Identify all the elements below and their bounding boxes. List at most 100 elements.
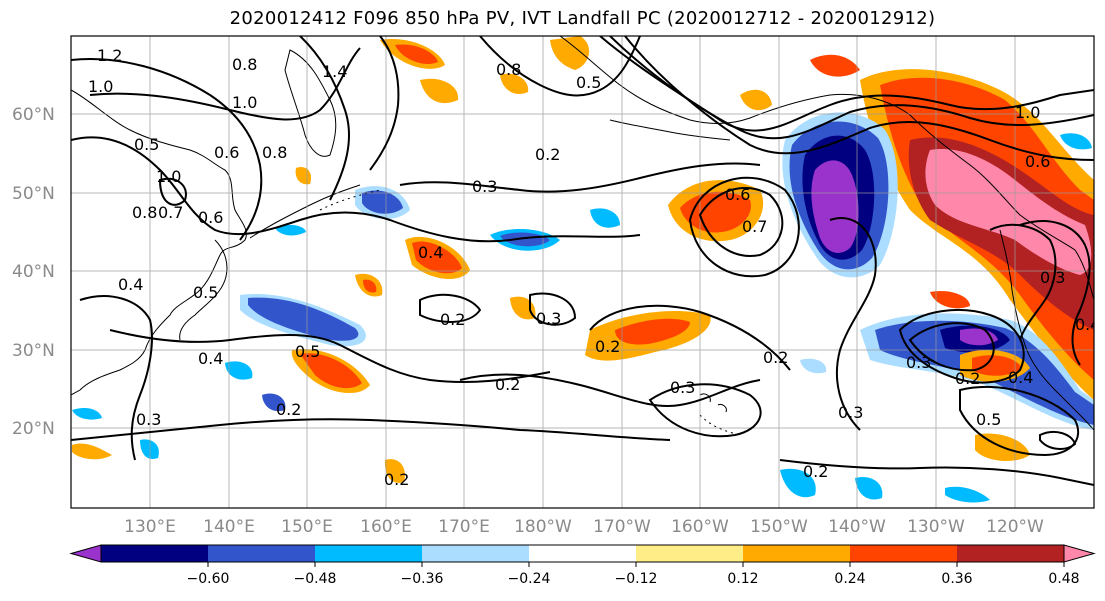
lon-label: 170°E xyxy=(438,517,490,537)
coastline-aleutians xyxy=(609,119,731,141)
colorbar-segment xyxy=(208,545,316,562)
pv-contour xyxy=(479,36,641,97)
lon-label: 140°W xyxy=(828,517,886,537)
shaded-region xyxy=(300,353,362,389)
shaded-region xyxy=(930,290,970,309)
contour-label: 1.0 xyxy=(156,167,181,186)
contour-label: 0.3 xyxy=(838,403,863,422)
colorbar-segment xyxy=(1063,544,1096,563)
lon-label: 160°W xyxy=(671,517,729,537)
pv-contour xyxy=(1039,431,1077,450)
colorbar-segment xyxy=(743,545,851,562)
contour-label: 0.2 xyxy=(276,400,301,419)
coastline-kamchatka xyxy=(284,49,337,157)
lat-label: 40°N xyxy=(12,262,55,282)
contour-label: 0.3 xyxy=(670,378,695,397)
contour-label: 0.4 xyxy=(1008,368,1033,387)
shaded-region xyxy=(855,476,883,500)
lat-label: 50°N xyxy=(12,184,55,204)
pv-contour xyxy=(369,36,400,171)
contour-label: 0.2 xyxy=(440,310,465,329)
contour-label: 0.6 xyxy=(214,143,239,162)
contour-label: 0.5 xyxy=(295,342,320,361)
contour-label: 0.4 xyxy=(418,243,443,262)
colorbar-tick-label: 0.12 xyxy=(727,571,758,587)
shaded-region xyxy=(810,54,860,77)
shaded-region xyxy=(275,225,306,236)
contour-label: 0.4 xyxy=(198,349,223,368)
contour-label: 1.0 xyxy=(1015,103,1040,122)
contour-label: 0.7 xyxy=(158,203,183,222)
colorbar-tick-label: 0.24 xyxy=(834,571,865,587)
contour-label: 0.2 xyxy=(495,375,520,394)
shaded-region xyxy=(420,78,459,104)
pv-contour xyxy=(624,36,1094,161)
contour-label: 0.2 xyxy=(595,337,620,356)
contour-label: 0.2 xyxy=(803,462,828,481)
colorbar-segment xyxy=(422,545,530,562)
contour-label: 1.4 xyxy=(322,62,347,81)
shaded-region xyxy=(740,89,772,111)
pv-contour xyxy=(299,36,351,201)
colorbar-tick-label: −0.48 xyxy=(294,571,337,587)
shaded-region xyxy=(500,73,529,95)
contour-label: 0.4 xyxy=(1075,315,1100,334)
pv-contour xyxy=(419,293,482,323)
lon-label: 140°E xyxy=(203,517,255,537)
pv-contour xyxy=(908,322,995,372)
contour-label: 0.5 xyxy=(193,283,218,302)
contour-label: 0.8 xyxy=(232,55,257,74)
shaded-region xyxy=(262,393,286,412)
pv-contour xyxy=(698,186,784,257)
pv-contour xyxy=(529,292,577,326)
shaded-region xyxy=(615,318,690,345)
coastline-japan xyxy=(179,239,228,341)
longitude-labels: 130°E 140°E 150°E 160°E 170°E 180°W 170°… xyxy=(124,517,1044,537)
map-frame xyxy=(70,35,1095,509)
shaded-region xyxy=(363,279,377,293)
shaded-region xyxy=(780,468,816,498)
contour-label: 0.5 xyxy=(576,73,601,92)
pv-contour xyxy=(779,459,1094,486)
colorbar: −0.60 −0.48 −0.36 −0.24 −0.12 0.12 0.24 0.36 0.4… xyxy=(69,544,1096,587)
shaded-region xyxy=(248,297,359,341)
contour-label: 0.5 xyxy=(976,410,1001,429)
colorbar-tick-label: −0.24 xyxy=(508,571,551,587)
colorbar-segment xyxy=(101,545,209,562)
lon-label: 130°W xyxy=(907,517,965,537)
shaded-region xyxy=(972,355,1022,376)
colorbar-tick-label: −0.60 xyxy=(187,571,230,587)
pv-contour xyxy=(609,36,1094,140)
lon-label: 150°W xyxy=(750,517,808,537)
colorbar-tick-label: −0.36 xyxy=(401,571,444,587)
shaded-anomaly-layer xyxy=(72,36,1094,503)
lon-label: 150°E xyxy=(281,517,333,537)
graticule xyxy=(71,36,1094,508)
lon-label: 160°E xyxy=(360,517,412,537)
shaded-region xyxy=(412,241,462,274)
shaded-region xyxy=(925,149,1092,275)
coastline-asia xyxy=(71,89,247,396)
shaded-region xyxy=(945,486,990,503)
pv-contour xyxy=(1019,220,1091,366)
contour-labels: 1.2 1.0 0.8 1.0 1.4 0.8 0.5 0.5 0.8 0.6 … xyxy=(88,46,1100,489)
coastline-na-west xyxy=(999,229,1094,431)
pv-contour xyxy=(399,162,761,193)
shaded-region xyxy=(140,439,159,459)
shaded-region xyxy=(362,190,403,214)
contour-label: 0.8 xyxy=(262,143,287,162)
shaded-region xyxy=(395,44,438,65)
pv-contour xyxy=(71,418,671,441)
contour-label: 0.3 xyxy=(472,177,497,196)
shaded-region xyxy=(72,407,102,420)
lon-label: 130°E xyxy=(124,517,176,537)
coastline-hawaii xyxy=(699,393,727,413)
pv-contour xyxy=(71,136,641,243)
contour-label: 0.2 xyxy=(535,145,560,164)
colorbar-frame xyxy=(100,544,1065,563)
colorbar-segment xyxy=(315,545,423,562)
colorbar-segment xyxy=(957,545,1065,562)
shaded-region xyxy=(72,443,112,460)
lon-label: 120°W xyxy=(986,517,1044,537)
pv-contour xyxy=(109,329,551,383)
